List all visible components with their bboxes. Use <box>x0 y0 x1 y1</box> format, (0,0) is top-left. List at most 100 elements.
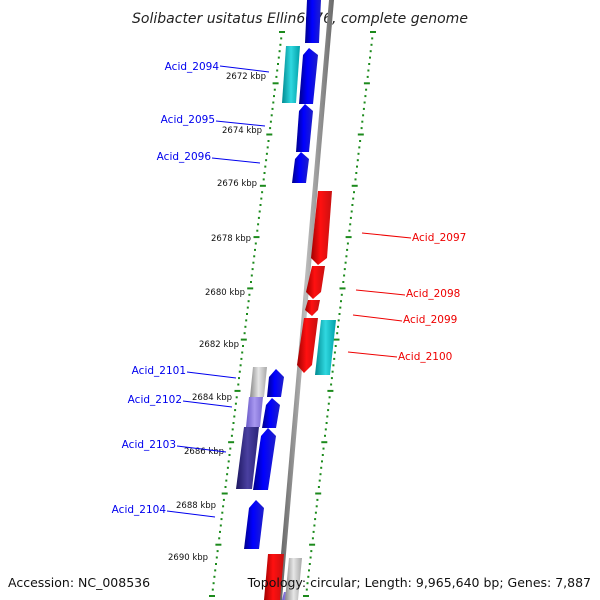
right-scale-tick <box>359 140 362 142</box>
right-scale-tick <box>340 293 343 296</box>
right-scale-tick <box>333 351 336 354</box>
gene-label[interactable]: Acid_2101 <box>132 365 186 377</box>
left-scale-tick <box>245 319 248 322</box>
left-scale-tick <box>230 434 233 437</box>
right-scale-tick <box>324 434 326 437</box>
right-scale-tick <box>316 498 319 501</box>
right-scale-tick <box>353 191 355 194</box>
left-scale-tick <box>216 550 219 553</box>
left-scale-tick <box>270 114 273 117</box>
rna-feature-left <box>282 46 300 103</box>
left-scale-tick <box>250 274 253 277</box>
gene-leader-line <box>355 289 406 296</box>
left-scale-tick <box>220 518 223 521</box>
gene-label[interactable]: Acid_2098 <box>406 288 460 300</box>
gene-label[interactable]: Acid_2097 <box>412 232 466 244</box>
gene-label[interactable]: Acid_2100 <box>398 351 452 363</box>
left-scale-tick <box>279 31 285 33</box>
gene-leader-line <box>211 157 261 164</box>
right-scale-tick <box>354 178 357 181</box>
right-scale-tick <box>361 120 364 123</box>
left-scale-tick <box>258 210 261 213</box>
gene-label[interactable]: Acid_2102 <box>128 394 182 406</box>
left-scale-tick <box>241 351 244 354</box>
left-scale-tick <box>265 159 268 162</box>
right-scale-tick <box>330 377 333 380</box>
left-scale-tick <box>277 63 279 65</box>
left-scale-tick <box>273 95 275 98</box>
right-scale-tick <box>351 184 358 187</box>
gene-arrow-acid-2102 <box>262 398 280 428</box>
left-scale-tick <box>279 43 282 46</box>
right-scale-tick <box>371 37 374 40</box>
right-scale-tick <box>363 82 370 85</box>
genome-backbone <box>277 0 334 600</box>
gene-arrow-acid-2098 <box>306 266 325 299</box>
right-scale-tick <box>364 95 367 98</box>
right-scale-tick <box>343 274 346 277</box>
left-scale-tick <box>226 466 229 469</box>
right-scale-tick <box>309 556 312 559</box>
gene-label[interactable]: Acid_2095 <box>161 114 215 126</box>
rna-feature-acid-2100 <box>315 320 336 375</box>
right-scale-tick <box>356 159 359 162</box>
gene-leader-line <box>219 65 270 73</box>
right-scale-tick <box>339 287 346 290</box>
right-scale-tick <box>360 127 363 130</box>
gene-label[interactable]: Acid_2094 <box>165 61 220 73</box>
accession-text: Accession: NC_008536 <box>8 575 150 590</box>
right-scale-tick <box>322 447 325 450</box>
kbp-label: 2690 kbp <box>168 553 208 563</box>
right-scale-tick <box>330 383 333 386</box>
right-scale-tick <box>308 563 311 565</box>
kbp-label: 2676 kbp <box>217 179 257 189</box>
scale-ticks-left <box>209 31 285 597</box>
gene-label[interactable]: Acid_2103 <box>122 439 176 451</box>
left-scale-tick <box>273 88 276 91</box>
dark-feature-left <box>236 427 259 489</box>
gene-leader-line <box>176 445 227 453</box>
gene-arrow-acid-2103 <box>253 428 276 490</box>
left-scale-tick <box>277 56 280 59</box>
right-scale-tick <box>362 107 365 110</box>
left-scale-tick <box>222 498 225 501</box>
gene-arrow-acid-2096 <box>292 152 309 183</box>
left-scale-tick <box>215 556 218 559</box>
gray-feature-bottom <box>285 558 302 600</box>
left-scale-tick <box>259 204 262 206</box>
right-scale-tick <box>327 409 330 412</box>
right-scale-tick <box>327 402 330 405</box>
right-scale-tick <box>369 50 372 53</box>
map-title: Solibacter usitatus Ellin6076, complete … <box>132 11 468 27</box>
right-scale-tick <box>344 261 347 264</box>
left-scale-tick <box>276 69 279 72</box>
right-scale-tick <box>351 204 354 206</box>
left-scale-tick <box>240 338 247 341</box>
right-scale-tick <box>310 550 313 553</box>
forward-strand-genes <box>244 0 321 600</box>
gene-arrow-acid-2097 <box>311 191 332 265</box>
right-scale-tick <box>367 69 370 72</box>
left-scale-tick <box>233 415 236 418</box>
right-scale-tick <box>308 569 310 572</box>
right-scale-tick <box>311 537 314 540</box>
gene-label[interactable]: Acid_2096 <box>157 151 212 163</box>
right-scale-tick <box>309 543 316 546</box>
left-scale-tick <box>272 82 279 85</box>
right-scale-tick <box>356 165 358 168</box>
gene-arrow-acid-2095 <box>296 104 313 152</box>
right-scale-tick <box>366 75 369 78</box>
gene-label[interactable]: Acid_2099 <box>403 314 457 326</box>
gene-arrow-bottom-red <box>264 554 284 600</box>
lavender-feature-left <box>246 397 263 427</box>
kbp-label: 2686 kbp <box>184 447 224 457</box>
right-scale-tick <box>318 479 321 482</box>
left-scale-tick <box>215 543 222 546</box>
right-scale-tick <box>340 300 342 303</box>
right-scale-tick <box>365 88 368 91</box>
right-scale-tick <box>321 441 328 444</box>
left-scale-tick <box>247 300 250 303</box>
right-scale-tick <box>312 530 315 533</box>
right-scale-tick <box>325 422 328 424</box>
gene-label[interactable]: Acid_2104 <box>112 504 167 516</box>
